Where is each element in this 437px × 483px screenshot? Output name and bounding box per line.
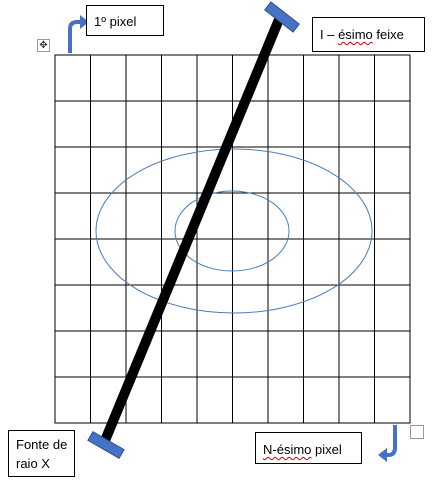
first-pixel-arrowhead (80, 15, 89, 29)
detector-pad (264, 1, 300, 33)
nth-pixel-arrowhead (378, 448, 387, 462)
ith-beam-label: I – ésimo feixe (312, 17, 425, 52)
xray-source-line1: Fonte de (16, 437, 68, 452)
xray-beam (99, 15, 285, 445)
nth-pixel-suffix: pixel (311, 442, 342, 457)
xray-source-pad (87, 430, 125, 460)
xray-source-label: Fonte de raio X (8, 430, 75, 477)
inner-object-ellipse (174, 190, 290, 272)
resize-handle-icon[interactable] (410, 425, 424, 439)
nth-pixel-arrow (385, 425, 397, 457)
first-pixel-label: 1º pixel (86, 5, 164, 36)
ith-beam-prefix: I – (320, 27, 339, 42)
ith-beam-suffix: feixe (372, 27, 404, 42)
nth-pixel-word: N-ésimo (263, 442, 312, 457)
first-pixel-arrow (68, 20, 82, 53)
pixel-grid (54, 54, 411, 424)
outer-object-ellipse (95, 148, 373, 314)
xray-source-line2: raio X (16, 456, 50, 471)
first-pixel-text: 1º pixel (94, 14, 137, 29)
ith-beam-word: ésimo (338, 27, 373, 42)
move-arrows-icon[interactable]: ✥ (37, 39, 50, 52)
nth-pixel-label: N-ésimo pixel (255, 432, 362, 464)
